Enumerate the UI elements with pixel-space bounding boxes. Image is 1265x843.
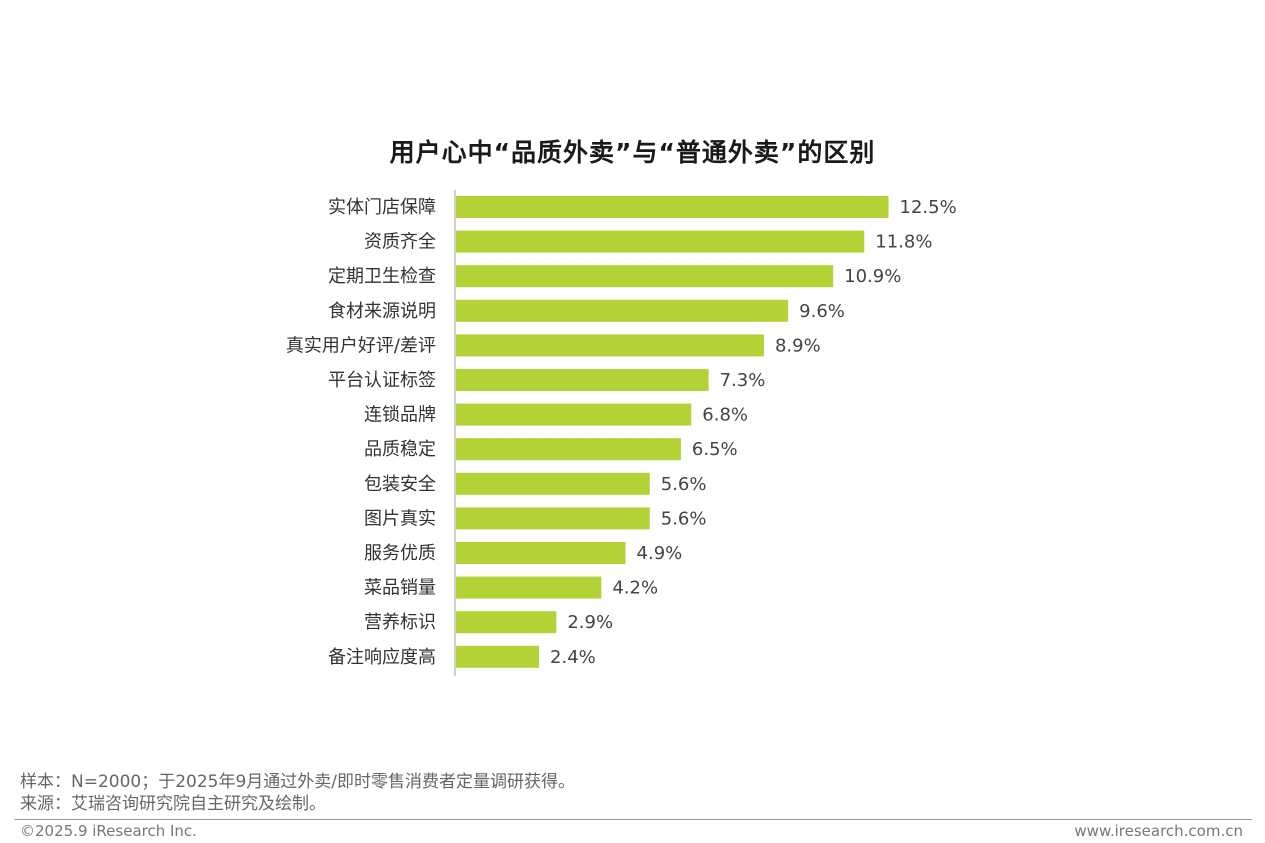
bar (456, 576, 602, 599)
bar (456, 230, 865, 253)
value-label: 6.5% (692, 439, 738, 460)
bar (456, 472, 650, 495)
bar (456, 334, 764, 357)
bar (456, 611, 557, 634)
category-label: 连锁品牌 (364, 405, 436, 426)
sample-note: 样本：N=2000；于2025年9月通过外卖/即时零售消费者定量调研获得。 (20, 772, 576, 792)
category-label: 平台认证标签 (328, 370, 436, 391)
value-label: 7.3% (720, 370, 766, 391)
category-label: 资质齐全 (364, 232, 436, 253)
bar (456, 299, 789, 322)
value-label: 2.4% (550, 647, 596, 668)
value-label: 9.6% (799, 301, 845, 322)
category-label: 服务优质 (364, 543, 436, 564)
bar (456, 369, 709, 391)
category-label: 实体门店保障 (328, 197, 436, 218)
category-label: 图片真实 (364, 508, 436, 529)
value-label: 5.6% (661, 508, 707, 529)
category-label: 包装安全 (364, 474, 436, 495)
category-label: 定期卫生检查 (328, 266, 436, 287)
value-label: 4.2% (612, 578, 658, 599)
category-label: 真实用户好评/差评 (286, 335, 436, 356)
source-note: 来源：艾瑞咨询研究院自主研究及绘制。 (20, 794, 326, 814)
bar (456, 507, 650, 530)
category-label: 菜品销量 (364, 578, 436, 599)
bar (456, 196, 889, 218)
category-label: 备注响应度高 (328, 647, 436, 668)
value-label: 4.9% (637, 543, 683, 564)
bars-layer: 实体门店保障 12.5% 资质齐全 11.8% 定期卫生检查 10.9% 食材来源说明 9.6… (286, 196, 957, 668)
value-label: 5.6% (661, 474, 707, 495)
website-link[interactable]: www.iresearch.com.cn (1074, 822, 1243, 840)
value-label: 11.8% (875, 232, 932, 253)
value-label: 2.9% (567, 612, 613, 633)
bar (456, 438, 681, 461)
category-label: 食材来源说明 (328, 301, 436, 322)
value-label: 6.8% (702, 405, 748, 426)
bar (456, 645, 540, 668)
value-label: 10.9% (844, 266, 901, 287)
bar (456, 403, 692, 426)
category-label: 品质稳定 (364, 439, 436, 460)
chart-title: 用户心中“品质外卖”与“普通外卖”的区别 (389, 138, 876, 167)
copyright: ©2025.9 iResearch Inc. (20, 822, 197, 840)
category-label: 营养标识 (364, 612, 436, 633)
footer-divider (14, 819, 1252, 820)
footer-notes: 样本：N=2000；于2025年9月通过外卖/即时零售消费者定量调研获得。 来源… (20, 771, 575, 815)
value-label: 8.9% (775, 335, 821, 356)
bar (456, 265, 834, 288)
value-label: 12.5% (900, 197, 957, 218)
bar (456, 542, 626, 564)
